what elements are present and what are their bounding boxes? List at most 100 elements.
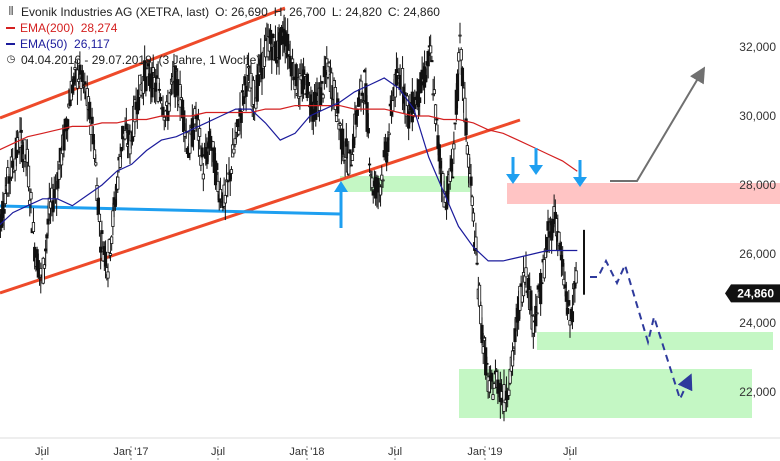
ohlc-close-label: C: [387, 5, 400, 19]
candle-body [574, 270, 578, 284]
candle-body [80, 70, 84, 82]
candle-body [545, 236, 549, 253]
candle-body [349, 164, 353, 167]
candle-body [116, 176, 120, 190]
candle-body [469, 176, 473, 186]
candle-body [370, 177, 374, 189]
candle-body [2, 209, 6, 214]
x-tick-label: Jan '19 [467, 446, 502, 458]
candle-body [320, 81, 324, 84]
candle-body [453, 122, 457, 125]
candle-body [321, 94, 325, 99]
candle-body [229, 169, 234, 174]
candle-body [387, 132, 391, 136]
legend-title-row: ⫼ Evonik Industries AG (XETRA, last) O: … [5, 4, 440, 20]
candle-body [89, 124, 93, 135]
candle-body [157, 88, 161, 91]
candle-body [46, 218, 50, 225]
candle-body [371, 190, 375, 196]
candle-body [251, 79, 256, 105]
candle-body [99, 246, 103, 253]
x-tick-label: Jul [35, 446, 49, 458]
candle-body [91, 134, 95, 145]
candle-body [350, 154, 355, 161]
candle-body [118, 156, 122, 168]
candle-body [455, 73, 460, 102]
last-price-marker: 24,860 [725, 284, 780, 303]
candle-body [145, 68, 149, 78]
candle-body [334, 115, 339, 122]
ema50-line [0, 77, 578, 262]
candle-body [161, 106, 165, 115]
candle-body [232, 148, 236, 154]
candle-body [78, 64, 82, 75]
candle-body [333, 87, 337, 110]
candle-body [200, 147, 204, 158]
candle-body [570, 311, 575, 323]
candle-body [426, 51, 430, 67]
candle-body [242, 96, 246, 105]
ema50-name: EMA(50) [20, 37, 68, 51]
candle-body [103, 251, 108, 267]
ema200-swatch [6, 27, 15, 29]
resistance-arrow-1-head [506, 174, 520, 184]
period-note: (3 Jahre, 1 Woche) [158, 53, 261, 67]
ohlc-low-value: 24,820 [345, 5, 382, 19]
bullish-scenario-arrow [610, 66, 706, 182]
x-tick-label: Jul [211, 446, 225, 458]
candle-body [459, 49, 463, 61]
candle-body [90, 116, 94, 124]
legend-ema200-row: EMA(200) 28,274 [5, 20, 440, 36]
y-tick-label: 30,000 [739, 109, 776, 123]
candle-body [348, 149, 352, 154]
candle-body [524, 267, 528, 278]
candle-body [381, 179, 385, 182]
y-tick-label: 28,000 [739, 178, 776, 192]
candle-body [391, 100, 395, 112]
x-tick-label: Jul [388, 446, 402, 458]
resistance-arrow-2-head [529, 165, 543, 175]
bearish-scenario-arrow [590, 258, 693, 402]
clock-icon: ◷ [6, 54, 16, 65]
candle-body [547, 231, 551, 238]
ohlc-low-label: L: [331, 5, 342, 19]
candle-body [57, 168, 61, 180]
candle-body [31, 222, 36, 232]
candle-body [457, 52, 461, 62]
last-price-label: 24,860 [737, 286, 774, 300]
ohlc-close-value: 24,860 [403, 5, 440, 19]
candle-body [110, 236, 114, 245]
candle-body [561, 259, 565, 267]
candle-body [191, 129, 196, 140]
candle-body [100, 230, 104, 234]
ohlc-high-value: 26,700 [289, 5, 326, 19]
candle-body [513, 328, 517, 343]
ohlc-open-label: O: [215, 5, 228, 19]
candle-body [108, 253, 113, 256]
candlestick-icon: ⫼ [8, 6, 14, 17]
candle-body [542, 259, 546, 279]
candles-layer [0, 15, 585, 422]
ema200-line [0, 104, 578, 172]
candle-body [119, 146, 124, 152]
candle-body [418, 97, 422, 103]
legend-ema50-row: EMA(50) 26,117 [5, 36, 440, 52]
candle-body [540, 282, 544, 285]
candle-body [62, 129, 66, 151]
candle-body [474, 236, 478, 249]
candle-body [471, 212, 476, 222]
candle-body [435, 118, 439, 121]
candle-body [355, 109, 359, 116]
candle-body [479, 305, 483, 325]
candle-body [201, 173, 205, 180]
support-zone-upper [537, 332, 773, 350]
candle-body [97, 213, 102, 222]
candle-body [92, 149, 97, 159]
candle-body [3, 193, 7, 205]
candle-body [490, 372, 494, 382]
channel-upper-line [0, 6, 286, 120]
candle-body [19, 129, 23, 133]
candle-body [359, 80, 363, 101]
ohlc-open-value: 26,690 [231, 5, 268, 19]
